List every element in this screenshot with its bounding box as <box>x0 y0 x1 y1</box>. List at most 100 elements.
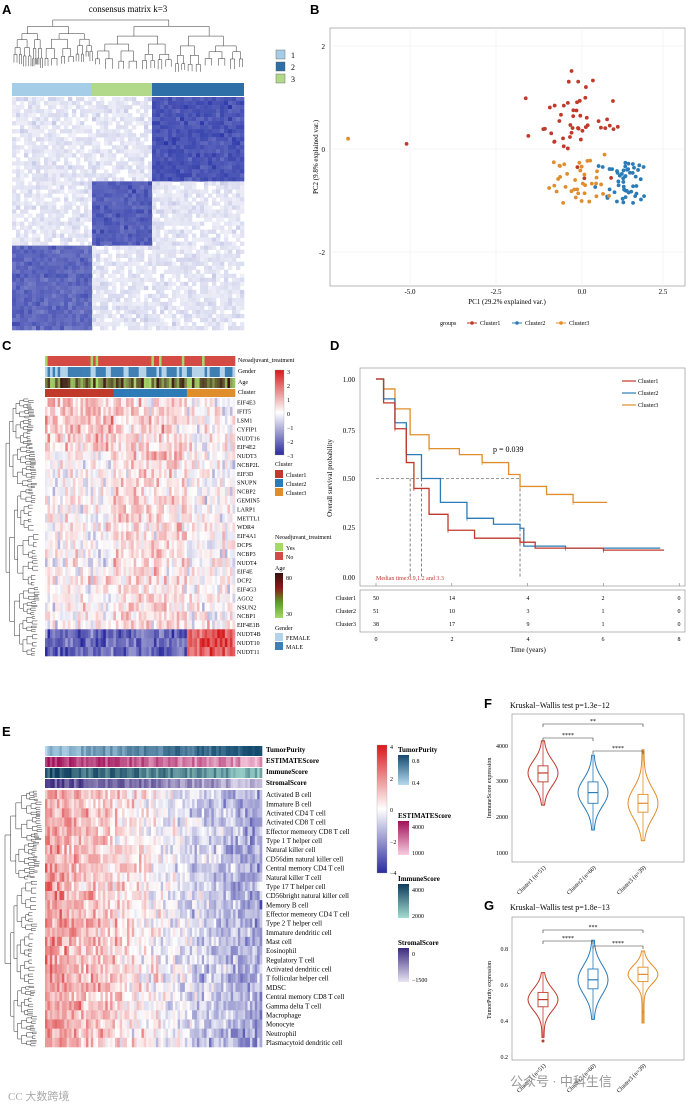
matrix-cell <box>148 173 152 177</box>
matrix-cell <box>152 185 156 189</box>
heatmap-cell <box>73 558 76 567</box>
heatmap-cell <box>225 549 228 558</box>
matrix-cell <box>68 302 72 306</box>
matrix-cell <box>52 209 56 213</box>
matrix-cell <box>140 165 144 169</box>
matrix-cell <box>204 242 208 246</box>
heatmap-cell <box>121 469 124 478</box>
matrix-cell <box>16 105 20 109</box>
matrix-cell <box>108 137 112 141</box>
anno-gender <box>96 367 99 377</box>
heatmap-cell <box>55 514 58 523</box>
pca-point-cluster1 <box>585 116 589 120</box>
pca-point-cluster3 <box>599 183 603 187</box>
matrix-cell <box>140 310 144 314</box>
heatmap-cell <box>212 442 215 451</box>
matrix-cell <box>80 234 84 238</box>
matrix-cell <box>44 302 48 306</box>
heatmap-cell <box>60 425 63 434</box>
matrix-cell <box>148 306 152 310</box>
matrix-cell <box>220 218 224 222</box>
matrix-cell <box>212 326 216 330</box>
matrix-cell <box>24 318 28 322</box>
matrix-cell <box>44 266 48 270</box>
matrix-cell <box>92 222 96 226</box>
matrix-cell <box>176 193 180 197</box>
matrix-cell <box>144 145 148 149</box>
heatmap-cell <box>103 558 106 567</box>
matrix-cell <box>24 322 28 326</box>
matrix-cell <box>68 201 72 205</box>
heatmap-cell <box>156 398 159 407</box>
matrix-cell <box>72 246 76 250</box>
heatmap-cell <box>154 460 157 469</box>
matrix-cell <box>224 209 228 213</box>
matrix-cell <box>156 322 160 326</box>
matrix-cell <box>116 318 120 322</box>
heatmap-cell <box>73 460 76 469</box>
matrix-cell <box>100 294 104 298</box>
matrix-cell <box>24 294 28 298</box>
matrix-cell <box>200 214 204 218</box>
anno-age <box>197 378 200 388</box>
matrix-cell <box>132 153 136 157</box>
heatmap-cell <box>80 460 83 469</box>
matrix-cell <box>12 97 16 101</box>
heatmap-cell <box>88 531 91 540</box>
matrix-cell <box>160 306 164 310</box>
matrix-cell <box>112 137 116 141</box>
heatmap-cell <box>164 425 167 434</box>
matrix-cell <box>68 101 72 105</box>
matrix-cell <box>64 113 68 117</box>
matrix-cell <box>52 173 56 177</box>
heatmap-cell <box>197 451 200 460</box>
matrix-cell <box>20 222 24 226</box>
pca-point-cluster1 <box>561 136 565 140</box>
matrix-cell <box>232 113 236 117</box>
matrix-cell <box>236 97 240 101</box>
heatmap-cell <box>58 496 61 505</box>
matrix-cell <box>188 177 192 181</box>
matrix-cell <box>32 230 36 234</box>
matrix-cell <box>144 218 148 222</box>
matrix-cell <box>196 193 200 197</box>
heatmap-cell <box>154 540 157 549</box>
heatmap-cell <box>144 469 147 478</box>
heatmap-cell <box>177 451 180 460</box>
matrix-cell <box>48 169 52 173</box>
matrix-cell <box>88 246 92 250</box>
matrix-cell <box>76 258 80 262</box>
matrix-cell <box>232 310 236 314</box>
heatmap-cell <box>83 523 86 532</box>
heatmap-cell <box>215 523 218 532</box>
pca-point-cluster3 <box>552 160 556 164</box>
matrix-cell <box>132 250 136 254</box>
heatmap-cell <box>169 416 172 425</box>
heatmap-cell <box>182 469 185 478</box>
heatmap-cell <box>154 407 157 416</box>
matrix-cell <box>152 133 156 137</box>
heatmap-cell <box>121 442 124 451</box>
matrix-cell <box>48 278 52 282</box>
matrix-cell <box>156 242 160 246</box>
matrix-cell <box>228 230 232 234</box>
matrix-cell <box>152 105 156 109</box>
matrix-cell <box>152 209 156 213</box>
heatmap-cell <box>202 514 205 523</box>
matrix-cell <box>76 298 80 302</box>
matrix-cell <box>32 149 36 153</box>
matrix-cell <box>128 121 132 125</box>
matrix-cell <box>88 290 92 294</box>
heatmap-cell <box>182 398 185 407</box>
pca-point-cluster1 <box>562 144 566 148</box>
heatmap-cell <box>75 478 78 487</box>
heatmap-cell <box>139 487 142 496</box>
matrix-cell <box>164 157 168 161</box>
heatmap-cell <box>156 514 159 523</box>
matrix-cell <box>184 129 188 133</box>
pca-point-cluster1 <box>584 125 588 129</box>
pca-point-cluster3 <box>552 184 556 188</box>
matrix-cell <box>164 161 168 165</box>
matrix-cell <box>56 306 60 310</box>
matrix-cell <box>188 149 192 153</box>
